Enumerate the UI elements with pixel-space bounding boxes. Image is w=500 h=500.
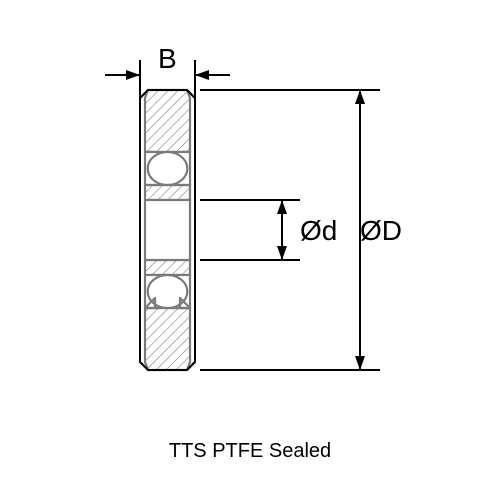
svg-text:B: B (158, 43, 177, 74)
svg-text:Ød: Ød (300, 215, 337, 246)
bearing-diagram: B Ød ØD (50, 40, 450, 420)
bearing-svg: B Ød ØD (50, 40, 450, 420)
diagram-caption: TTS PTFE Sealed (0, 440, 500, 463)
svg-text:ØD: ØD (360, 215, 402, 246)
